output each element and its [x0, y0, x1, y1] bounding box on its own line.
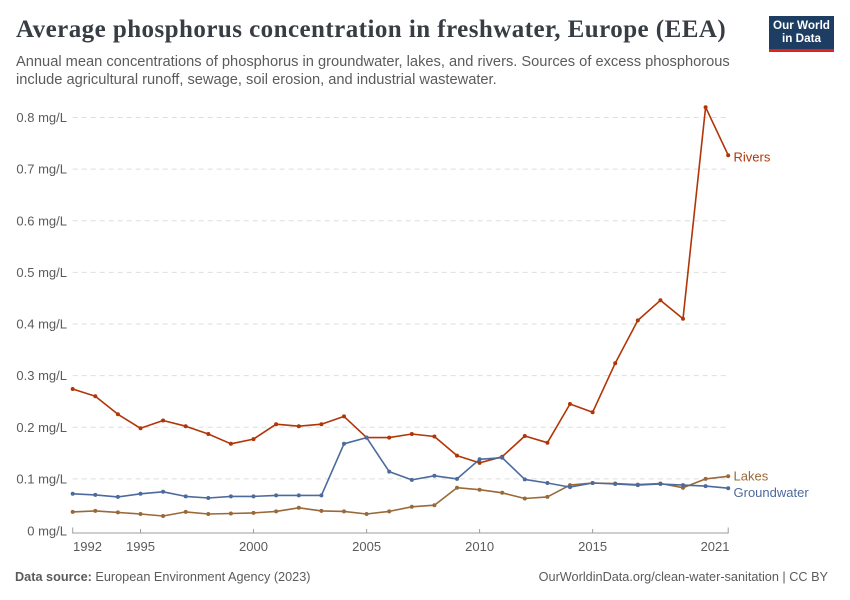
svg-text:0.7 mg/L: 0.7 mg/L	[16, 162, 67, 177]
svg-text:0.5 mg/L: 0.5 mg/L	[16, 265, 67, 280]
svg-text:0.2 mg/L: 0.2 mg/L	[16, 420, 67, 435]
svg-text:0.1 mg/L: 0.1 mg/L	[16, 471, 67, 486]
svg-text:0 mg/L: 0 mg/L	[27, 523, 67, 538]
svg-text:Rivers: Rivers	[734, 149, 771, 164]
svg-text:2021: 2021	[701, 539, 730, 554]
svg-text:0.6 mg/L: 0.6 mg/L	[16, 213, 67, 228]
svg-text:2015: 2015	[578, 539, 607, 554]
svg-text:0.8 mg/L: 0.8 mg/L	[16, 110, 67, 125]
svg-text:2010: 2010	[465, 539, 494, 554]
svg-text:2005: 2005	[352, 539, 381, 554]
svg-text:1995: 1995	[126, 539, 155, 554]
svg-text:0.4 mg/L: 0.4 mg/L	[16, 317, 67, 332]
svg-text:2000: 2000	[239, 539, 268, 554]
svg-text:Lakes: Lakes	[734, 468, 769, 483]
svg-text:Groundwater: Groundwater	[734, 485, 810, 500]
svg-text:0.3 mg/L: 0.3 mg/L	[16, 368, 67, 383]
svg-text:1992: 1992	[73, 539, 102, 554]
